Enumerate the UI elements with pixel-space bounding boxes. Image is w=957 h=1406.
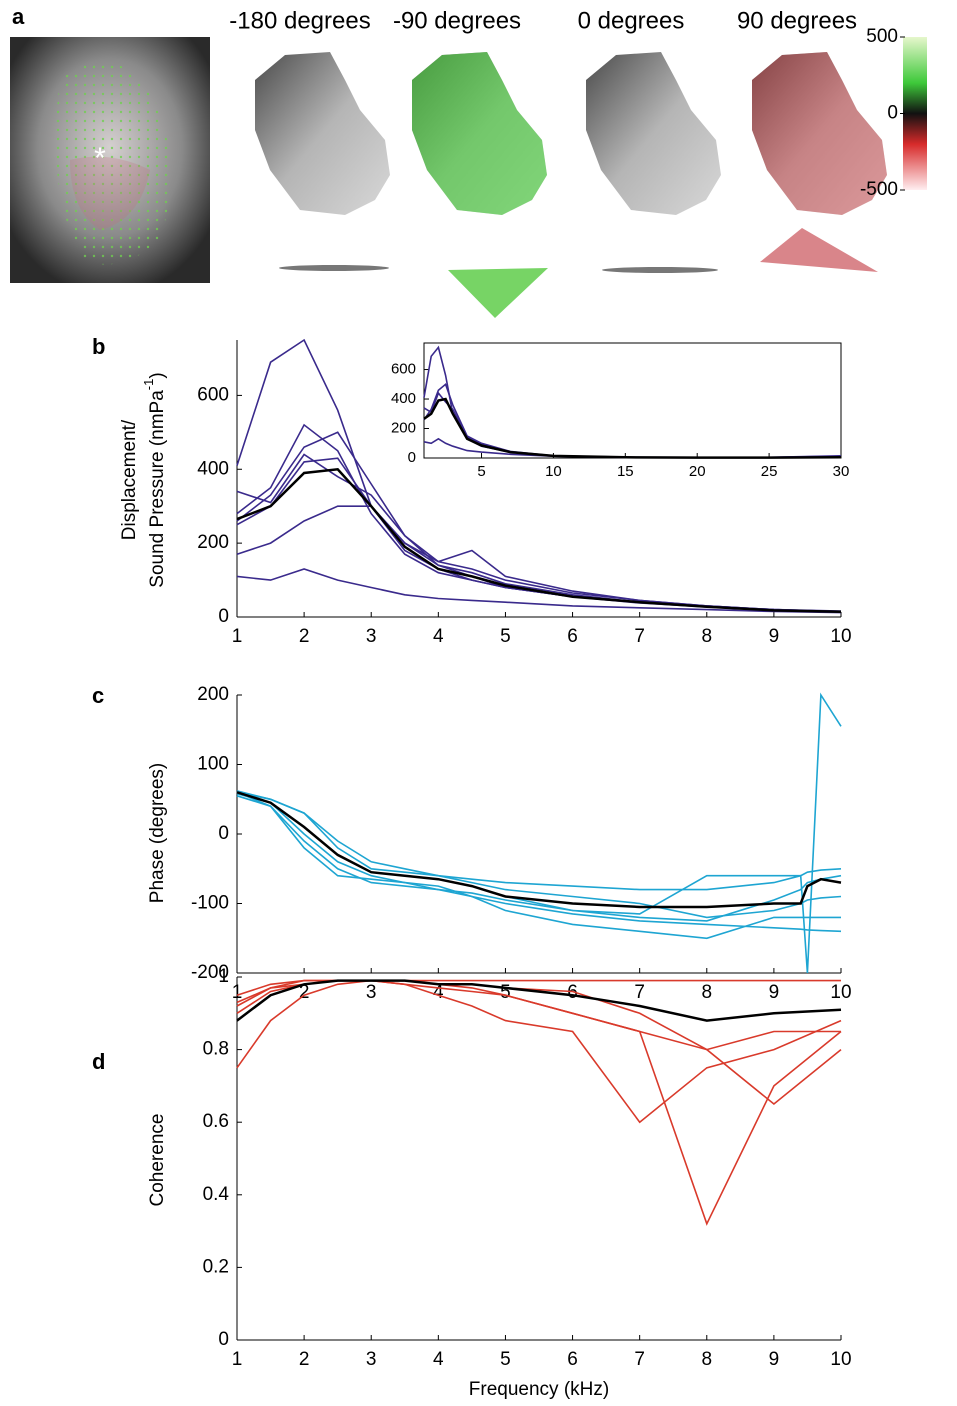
series-line [236, 792, 842, 933]
view-label: -180 degrees [229, 7, 370, 34]
y-tick-label: 0 [218, 606, 229, 627]
x-tick-label: 2 [299, 1349, 310, 1370]
x-tick-label: 10 [545, 463, 562, 480]
inset-frame [423, 342, 842, 459]
y-tick-label: 100 [197, 754, 229, 775]
x-tick-label: 5 [500, 626, 511, 647]
y-tick-label: -200 [191, 962, 229, 983]
x-tick-label: 8 [701, 626, 712, 647]
panel-label: a [12, 4, 25, 29]
y-tick-label: 600 [197, 384, 229, 405]
x-tick-label: 15 [617, 463, 634, 480]
x-tick-label: 30 [833, 463, 850, 480]
x-tick-label: 9 [769, 982, 780, 1003]
y-tick-label: 200 [391, 419, 416, 436]
x-tick-label: 4 [433, 982, 444, 1003]
x-tick-label: 9 [769, 626, 780, 647]
y-tick-label: -100 [191, 893, 229, 914]
panel-a-images [10, 37, 927, 318]
series-line [236, 979, 842, 1022]
x-tick-label: 10 [830, 1349, 851, 1370]
series-line [236, 467, 842, 614]
x-tick-label: 20 [689, 463, 706, 480]
y-tick-label: 0 [218, 1329, 229, 1350]
series-line [236, 453, 842, 613]
x-tick-label: 1 [232, 626, 243, 647]
x-tick-label: 3 [366, 1349, 377, 1370]
x-tick-label: 7 [634, 982, 645, 1003]
series-line [236, 791, 842, 909]
x-tick-label: 6 [567, 982, 578, 1003]
x-tick-label: 10 [830, 982, 851, 1003]
view-label: -90 degrees [393, 7, 521, 34]
series-line [236, 979, 841, 1069]
y-tick-label: 0.8 [203, 1039, 229, 1060]
series-line [236, 568, 842, 614]
panel-label: b [92, 334, 105, 359]
x-tick-label: 9 [769, 1349, 780, 1370]
y-tick-label: 400 [391, 390, 416, 407]
x-axis-label: Frequency (kHz) [469, 1379, 609, 1400]
y-axis-label: Coherence [147, 1114, 168, 1207]
y-tick-label: 1 [218, 966, 229, 987]
series-line [236, 791, 842, 922]
series-line [236, 457, 842, 612]
y-tick-label: 600 [391, 361, 416, 378]
y-tick-label: 0.4 [203, 1184, 230, 1205]
series-line [236, 790, 842, 891]
y-axis-label: Sound Pressure (nmPa-1) [141, 372, 168, 587]
series-line [236, 795, 841, 940]
y-tick-label: 400 [197, 458, 229, 479]
colorbar-tick-label: -500 [860, 179, 898, 200]
y-tick-label: 0 [218, 823, 229, 844]
x-tick-label: 2 [299, 626, 310, 647]
x-tick-label: 7 [634, 626, 645, 647]
x-tick-label: 10 [830, 626, 851, 647]
x-tick-label: 4 [433, 626, 444, 647]
panel-label: c [92, 683, 104, 708]
panel-label: d [92, 1049, 105, 1074]
x-tick-label: 1 [232, 1349, 243, 1370]
series-line [236, 791, 842, 919]
x-tick-label: 3 [366, 626, 377, 647]
y-tick-label: 0 [408, 449, 416, 466]
series-line [236, 979, 842, 1106]
y-tick-label: 0.6 [203, 1111, 229, 1132]
colorbar-tick-label: 500 [866, 26, 898, 47]
x-tick-label: 5 [500, 982, 511, 1003]
x-tick-label: 8 [701, 1349, 712, 1370]
x-tick-label: 7 [634, 1349, 645, 1370]
y-tick-label: 0.2 [203, 1256, 229, 1277]
marker: * [94, 142, 106, 175]
y-axis-label: Phase (degrees) [147, 763, 168, 903]
y-tick-label: 200 [197, 532, 229, 553]
x-tick-label: 4 [433, 1349, 444, 1370]
label-part: Sound Pressure (nmPa [147, 390, 168, 588]
series-line [236, 505, 842, 613]
series-line [423, 397, 842, 459]
x-tick-label: 8 [701, 982, 712, 1003]
colorbar-tick-label: 0 [887, 103, 898, 124]
series-line [236, 979, 842, 1124]
x-tick-label: 3 [366, 982, 377, 1003]
x-tick-label: 25 [761, 463, 778, 480]
view-label: 0 degrees [578, 7, 685, 34]
x-tick-label: 6 [567, 1349, 578, 1370]
y-tick-label: 200 [197, 684, 229, 705]
label-part: ) [147, 372, 168, 378]
x-tick-label: 2 [299, 982, 310, 1003]
y-axis-label: Displacement/ [119, 419, 140, 540]
view-label: 90 degrees [737, 7, 857, 34]
superscript: -1 [141, 379, 156, 391]
x-tick-label: 6 [567, 626, 578, 647]
x-tick-label: 5 [500, 1349, 511, 1370]
series-line [236, 692, 842, 974]
x-tick-label: 5 [477, 463, 485, 480]
